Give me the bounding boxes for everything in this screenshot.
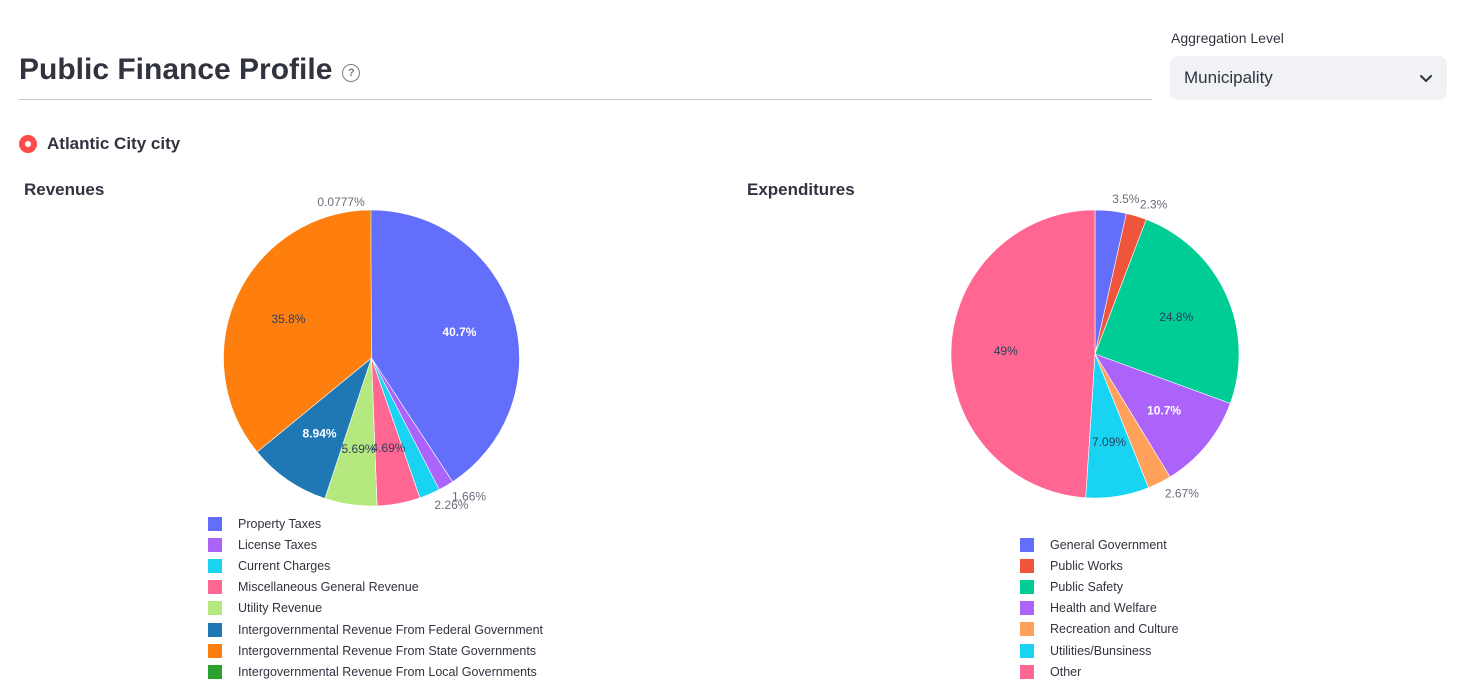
legend-swatch	[1020, 579, 1034, 594]
legend-swatch	[208, 643, 222, 658]
legend-item[interactable]: General Government	[1020, 534, 1179, 555]
legend-item[interactable]: Current Charges	[208, 555, 543, 576]
location-label: Atlantic City city	[47, 134, 181, 153]
legend-item[interactable]: License Taxes	[208, 534, 543, 555]
legend-swatch	[1020, 601, 1034, 616]
legend-label: Public Works	[1050, 558, 1123, 573]
expenditures-label-general-government: 3.5%	[1112, 192, 1140, 206]
expenditures-label-public-safety: 24.8%	[1159, 310, 1193, 324]
title-divider	[19, 99, 1152, 100]
legend-item[interactable]: Utilities/Bunsiness	[1020, 640, 1179, 661]
legend-swatch	[1020, 664, 1034, 679]
legend-swatch	[208, 664, 222, 679]
expenditures-slice-public-safety[interactable]	[1094, 219, 1240, 404]
revenues-pie	[223, 209, 520, 507]
legend-label: Utility Revenue	[238, 601, 323, 616]
revenues-label-intergovernmental-revenue-from-federal-government: 8.94%	[303, 427, 337, 441]
legend-label: Intergovernmental Revenue From Local Gov…	[238, 664, 537, 679]
expenditures-label-utilities-bunsiness: 7.09%	[1092, 435, 1126, 449]
legend-swatch	[208, 622, 222, 637]
legend-swatch	[208, 516, 222, 531]
aggregation-level-value: Municipality	[1184, 68, 1273, 87]
legend-item[interactable]: Public Safety	[1020, 576, 1179, 597]
legend-item[interactable]: Health and Welfare	[1020, 598, 1179, 619]
legend-label: Current Charges	[238, 558, 331, 573]
chevron-down-icon	[1420, 75, 1432, 82]
revenues-slice-intergovernmental-revenue-from-state-governments[interactable]	[223, 209, 372, 453]
expenditures-legend: General Government Public Works Public Saf…	[1020, 534, 1179, 682]
revenues-label-intergovernmental-revenue-from-local-governments: 0.0777%	[317, 195, 365, 209]
legend-item[interactable]: Public Works	[1020, 555, 1179, 576]
expenditures-slice-other[interactable]	[950, 209, 1096, 499]
expenditures-label-other: 49%	[994, 344, 1018, 358]
legend-swatch	[1020, 537, 1034, 552]
revenues-slice-intergovernmental-revenue-from-local-governments[interactable]	[370, 210, 372, 358]
legend-swatch	[208, 601, 222, 616]
legend-item[interactable]: Miscellaneous General Revenue	[208, 577, 543, 598]
legend-swatch	[208, 537, 222, 552]
legend-swatch	[208, 558, 222, 573]
revenues-legend: Property Taxes License Taxes Current Charg…	[208, 513, 543, 683]
page-title-text: Public Finance Profile	[19, 53, 333, 86]
legend-label: Property Taxes	[238, 516, 322, 531]
expenditures-title: Expenditures	[747, 180, 855, 199]
revenues-label-miscellaneous-general-revenue: 4.69%	[371, 441, 405, 455]
revenues-label-property-taxes: 40.7%	[442, 325, 476, 339]
legend-swatch	[1020, 558, 1034, 573]
legend-label: Recreation and Culture	[1050, 622, 1179, 637]
revenues-title: Revenues	[24, 180, 105, 199]
expenditures-label-public-works: 2.3%	[1140, 198, 1168, 212]
legend-label: Public Safety	[1050, 579, 1123, 594]
location-radio[interactable]: Atlantic City city	[19, 134, 180, 154]
revenues-label-utility-revenue: 5.69%	[342, 442, 376, 456]
aggregation-level-select[interactable]: Municipality	[1170, 56, 1447, 100]
revenues-slice-intergovernmental-revenue-from-federal-government[interactable]	[256, 357, 373, 499]
revenues-label-intergovernmental-revenue-from-state-governments: 35.8%	[271, 312, 305, 326]
legend-item[interactable]: Intergovernmental Revenue From Federal G…	[208, 619, 543, 640]
expenditures-label-health-and-welfare: 10.7%	[1147, 404, 1181, 418]
aggregation-level-label: Aggregation Level	[1171, 30, 1284, 46]
revenues-slice-property-taxes[interactable]	[371, 209, 520, 483]
radio-selected-icon	[19, 135, 37, 153]
legend-swatch	[1020, 622, 1034, 637]
legend-swatch	[208, 580, 222, 595]
legend-item[interactable]: Recreation and Culture	[1020, 619, 1179, 640]
legend-item[interactable]: Other	[1020, 661, 1179, 682]
legend-label: Intergovernmental Revenue From Federal G…	[238, 622, 544, 637]
legend-item[interactable]: Intergovernmental Revenue From Local Gov…	[208, 661, 543, 682]
legend-label: License Taxes	[238, 537, 317, 552]
legend-label: Utilities/Bunsiness	[1050, 643, 1152, 658]
legend-swatch	[1020, 643, 1034, 658]
legend-item[interactable]: Property Taxes	[208, 513, 543, 534]
revenues-label-current-charges: 2.26%	[434, 498, 468, 512]
legend-label: Intergovernmental Revenue From State Gov…	[238, 643, 537, 658]
legend-item[interactable]: Utility Revenue	[208, 598, 543, 619]
page-title: Public Finance Profile ?	[19, 50, 361, 90]
legend-label: Miscellaneous General Revenue	[238, 580, 419, 595]
legend-label: General Government	[1050, 537, 1167, 552]
revenues-label-license-taxes: 1.66%	[452, 489, 486, 503]
legend-label: Health and Welfare	[1050, 601, 1157, 616]
question-circle-icon[interactable]: ?	[342, 64, 361, 82]
legend-label: Other	[1050, 664, 1082, 679]
legend-item[interactable]: Intergovernmental Revenue From State Gov…	[208, 640, 543, 661]
expenditures-slice-health-and-welfare[interactable]	[1094, 353, 1231, 478]
expenditures-label-recreation-and-culture: 2.67%	[1165, 486, 1199, 500]
expenditures-pie	[950, 209, 1240, 499]
